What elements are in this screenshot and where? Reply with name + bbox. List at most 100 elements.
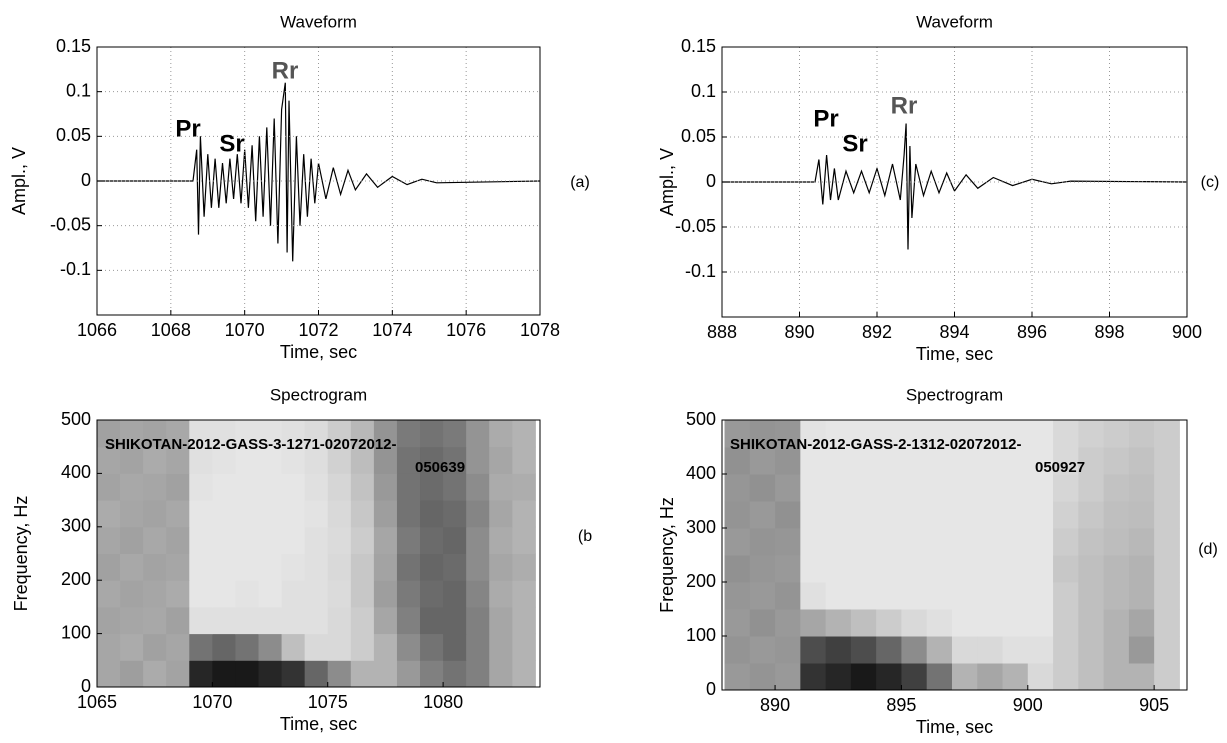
spectrogram-cell xyxy=(489,420,513,448)
y-tick-label: 500 xyxy=(61,409,91,429)
spectrogram-cell xyxy=(901,501,928,529)
spectrogram-cell xyxy=(235,553,260,581)
x-tick-label: 1078 xyxy=(520,320,560,340)
spectrogram-cell xyxy=(350,580,375,608)
panel-label: (d) xyxy=(1198,541,1218,558)
spectrogram-cell xyxy=(350,526,375,554)
spectrogram-cell xyxy=(1053,663,1079,690)
spectrogram-cell xyxy=(281,580,306,608)
spectrogram-cell xyxy=(951,663,978,690)
spectrogram-cell xyxy=(825,663,852,690)
plot-frame xyxy=(96,419,541,688)
spectrogram-cell xyxy=(281,526,306,554)
spectrogram-cell xyxy=(977,528,1004,556)
spectrogram-cell xyxy=(212,660,236,687)
spectrogram-cell xyxy=(212,633,236,661)
spectrogram-cell xyxy=(1002,420,1029,448)
y-tick-label: 0.15 xyxy=(681,36,716,56)
spectrogram-cell xyxy=(350,473,375,501)
spectrogram-cell xyxy=(876,663,902,690)
spectrogram-cell xyxy=(166,580,190,608)
spectrogram-cell xyxy=(724,501,751,529)
spectrogram-cell xyxy=(212,606,236,635)
spectrogram-cell xyxy=(281,553,306,581)
spectrogram-cell xyxy=(327,473,352,501)
spectrogram-cell xyxy=(1154,474,1180,502)
spectrogram-cell xyxy=(258,420,283,448)
spectrogram-cell xyxy=(166,473,190,501)
plot-content xyxy=(97,420,536,687)
spectrogram-cell xyxy=(901,420,928,448)
chart-title: Spectrogram xyxy=(270,385,367,404)
spectrogram-cell xyxy=(235,580,260,608)
spectrogram-cell xyxy=(1103,582,1130,610)
spectrogram-cell xyxy=(901,555,928,583)
x-axis-label: Time, sec xyxy=(916,344,993,364)
spectrogram-cell xyxy=(951,555,978,583)
spectrogram-cell xyxy=(512,526,536,554)
spectrogram-cell xyxy=(189,500,213,528)
spectrogram-cell xyxy=(189,660,213,687)
spectrogram-cell xyxy=(1053,501,1079,529)
spectrogram-cell xyxy=(420,473,444,501)
spectrogram-cell xyxy=(143,633,167,661)
spectrogram-cell xyxy=(489,660,513,687)
spectrogram-cell xyxy=(466,606,490,635)
plot-content xyxy=(724,420,1180,690)
spectrogram-cell xyxy=(350,500,375,528)
spectrogram-cell xyxy=(166,500,190,528)
spectrogram-cell xyxy=(166,420,190,448)
spectrogram-cell xyxy=(166,633,190,661)
spectrogram-cell xyxy=(951,447,978,475)
spectrogram-cell xyxy=(512,420,536,448)
spectrogram-cell xyxy=(443,633,467,661)
spectrogram-cell xyxy=(489,633,513,661)
spectrogram-cell xyxy=(749,555,776,583)
spectrogram-cell xyxy=(373,606,398,635)
spectrogram-cell xyxy=(901,663,928,690)
spectrogram-cell xyxy=(800,447,827,475)
spectrogram-cell xyxy=(97,500,121,528)
spectrogram-cell xyxy=(1128,474,1155,502)
spectrogram-cell xyxy=(443,500,467,528)
spectrogram-cell xyxy=(396,553,421,581)
x-tick-label: 890 xyxy=(760,695,790,715)
spectrogram-cell xyxy=(304,606,329,635)
spectrogram-cell xyxy=(1027,474,1054,502)
spectrogram-cell xyxy=(926,474,953,502)
x-tick-label: 895 xyxy=(886,695,916,715)
spectrogram-cell xyxy=(825,447,852,475)
spectrogram-cell xyxy=(258,606,283,635)
spectrogram-cell xyxy=(1002,447,1029,475)
spectrogram-cell xyxy=(97,473,121,501)
spectrogram-cell xyxy=(901,609,928,637)
y-axis-label: Ampl., V xyxy=(657,148,677,216)
spectrogram-cell xyxy=(143,446,167,474)
spectrogram-cell xyxy=(977,555,1004,583)
annotation: 050927 xyxy=(1035,459,1085,476)
spectrogram-cell xyxy=(1078,609,1105,637)
spectrogram-cell xyxy=(724,582,751,610)
y-tick-label: 200 xyxy=(686,571,716,591)
spectrogram-cell xyxy=(304,473,329,501)
spectrogram-cell xyxy=(1053,528,1079,556)
spectrogram-cell xyxy=(926,663,953,690)
spectrogram-cell xyxy=(466,633,490,661)
spectrogram-cell xyxy=(876,474,902,502)
spectrogram-cell xyxy=(1078,528,1105,556)
spectrogram-cell xyxy=(373,553,398,581)
spectrogram-cell xyxy=(396,633,421,661)
spectrogram-cell xyxy=(212,420,236,448)
spectrogram-cell xyxy=(1154,501,1180,529)
spectrogram-cell xyxy=(1053,447,1079,475)
spectrogram-cell xyxy=(1078,447,1105,475)
y-tick-label: 0 xyxy=(81,676,91,696)
spectrogram-cell xyxy=(775,663,801,690)
spectrogram-cell xyxy=(977,447,1004,475)
panel-label: (c) xyxy=(1201,174,1220,191)
x-axis-label: Time, sec xyxy=(280,342,357,362)
spectrogram-cell xyxy=(1103,636,1130,664)
spectrogram-cell xyxy=(512,660,536,687)
spectrogram-cell xyxy=(97,660,121,687)
